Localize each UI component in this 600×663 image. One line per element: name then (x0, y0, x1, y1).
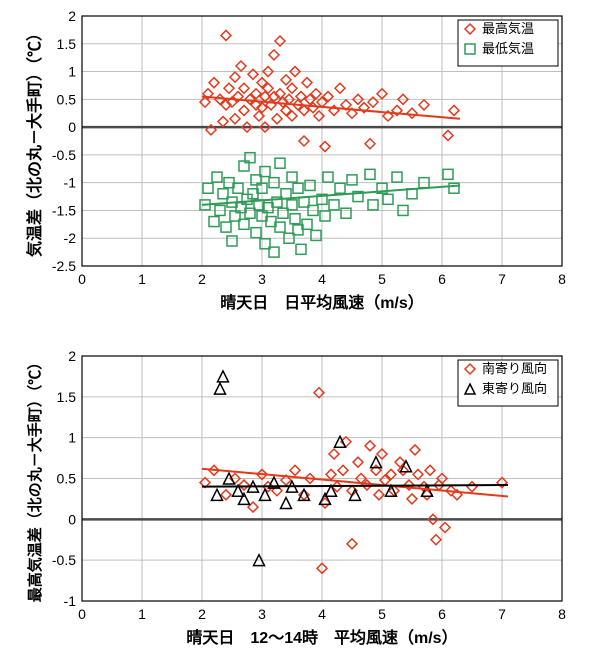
svg-text:南寄り風向: 南寄り風向 (482, 361, 547, 376)
svg-text:-1: -1 (64, 593, 77, 609)
svg-text:東寄り風向: 東寄り風向 (482, 381, 547, 396)
svg-text:0: 0 (68, 119, 76, 135)
svg-text:0: 0 (78, 271, 86, 287)
svg-text:6: 6 (438, 271, 446, 287)
svg-text:4: 4 (318, 606, 326, 622)
svg-text:晴天日 12～14時 平均風速（m/s）: 晴天日 12～14時 平均風速（m/s） (186, 628, 457, 647)
svg-text:1.5: 1.5 (57, 389, 77, 405)
svg-text:最低気温: 最低気温 (482, 41, 534, 56)
svg-text:-1: -1 (64, 175, 77, 191)
svg-text:8: 8 (558, 606, 566, 622)
chart-2-svg: 0 1 2 3 4 5 6 7 8 -1 -0.5 0 0.5 1 1.5 2 南寄り風向東寄り風向晴天日 12… (20, 348, 580, 653)
svg-text:1: 1 (68, 430, 76, 446)
svg-text:7: 7 (498, 271, 506, 287)
svg-text:晴天日 日平均風速（m/s）: 晴天日 日平均風速（m/s） (220, 293, 424, 312)
svg-text:最高気温: 最高気温 (482, 21, 534, 36)
svg-text:気温差（北の丸－大手町）（℃）: 気温差（北の丸－大手町）（℃） (25, 25, 44, 257)
svg-text:0: 0 (68, 511, 76, 527)
svg-text:2: 2 (198, 271, 206, 287)
svg-text:1: 1 (138, 606, 146, 622)
svg-text:-0.5: -0.5 (52, 552, 76, 568)
page: 0 1 2 3 4 5 6 7 8 -2.5 -2 -1.5 -1 -0.5 0 0.5 1 1.5 2 最高気温最低… (0, 0, 600, 663)
svg-text:2: 2 (68, 348, 76, 364)
svg-text:-0.5: -0.5 (52, 147, 76, 163)
svg-text:-1.5: -1.5 (52, 202, 76, 218)
svg-text:5: 5 (378, 271, 386, 287)
svg-text:5: 5 (378, 606, 386, 622)
svg-text:6: 6 (438, 606, 446, 622)
svg-text:1.5: 1.5 (57, 36, 77, 52)
svg-text:0: 0 (78, 606, 86, 622)
chart-1-svg: 0 1 2 3 4 5 6 7 8 -2.5 -2 -1.5 -1 -0.5 0 0.5 1 1.5 2 最高気温最低… (20, 8, 580, 318)
svg-text:-2.5: -2.5 (52, 258, 76, 274)
svg-text:7: 7 (498, 606, 506, 622)
svg-text:-2: -2 (64, 230, 77, 246)
chart-2: 0 1 2 3 4 5 6 7 8 -1 -0.5 0 0.5 1 1.5 2 南寄り風向東寄り風向晴天日 12… (20, 348, 580, 653)
svg-text:3: 3 (258, 606, 266, 622)
svg-text:最高気温差（北の丸－大手町）（℃）: 最高気温差（北の丸－大手町）（℃） (26, 355, 44, 603)
chart-1: 0 1 2 3 4 5 6 7 8 -2.5 -2 -1.5 -1 -0.5 0 0.5 1 1.5 2 最高気温最低… (20, 8, 580, 318)
svg-text:1: 1 (68, 64, 76, 80)
svg-text:1: 1 (138, 271, 146, 287)
svg-text:3: 3 (258, 271, 266, 287)
svg-text:8: 8 (558, 271, 566, 287)
svg-text:0.5: 0.5 (57, 471, 77, 487)
svg-text:4: 4 (318, 271, 326, 287)
svg-text:2: 2 (68, 8, 76, 24)
svg-text:2: 2 (198, 606, 206, 622)
svg-text:0.5: 0.5 (57, 91, 77, 107)
